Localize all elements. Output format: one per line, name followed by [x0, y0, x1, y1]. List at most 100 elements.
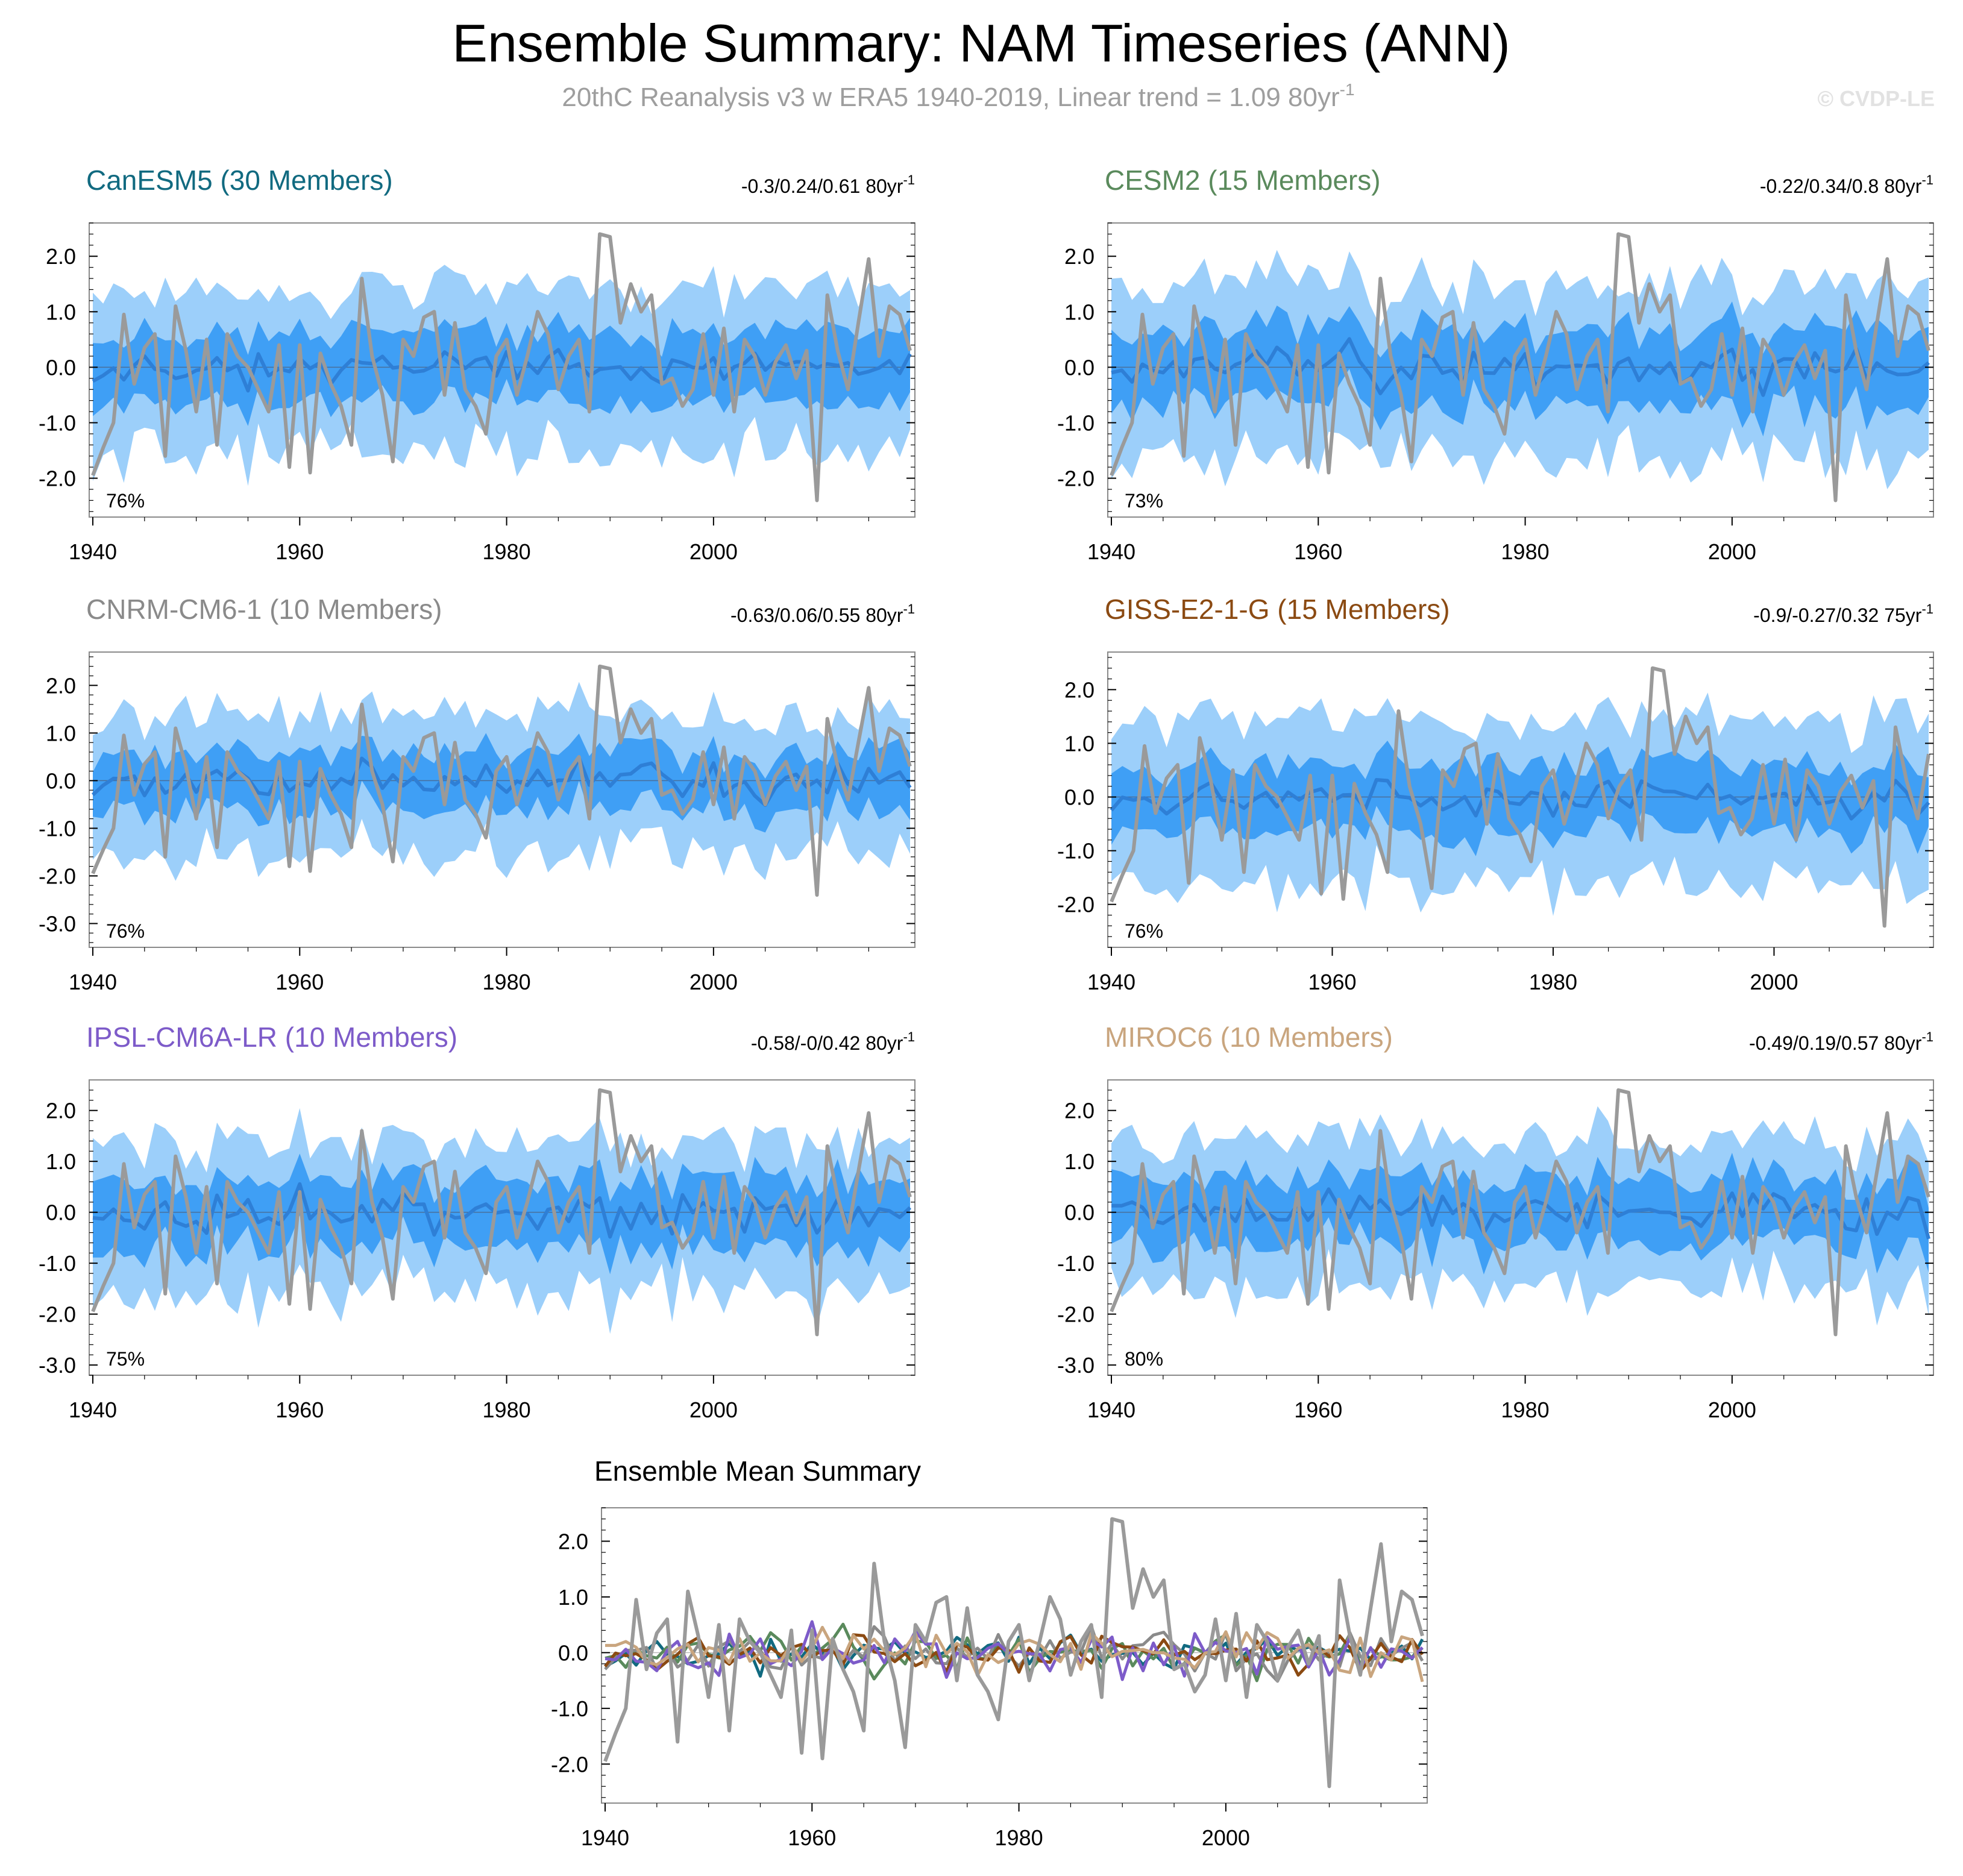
y-tick-label: -2.0	[39, 466, 76, 491]
y-tick-label: -1.0	[39, 1251, 76, 1276]
percent-label-canesm5: 76%	[106, 490, 145, 512]
trend-text: -0.63/0.06/0.55 80yr	[730, 604, 903, 626]
y-tick-label: 2.0	[1064, 1099, 1095, 1123]
trend-superscript: -1	[903, 1029, 915, 1044]
y-tick-label: 1.0	[1064, 300, 1095, 324]
trend-text: -0.49/0.19/0.57 80yr	[1749, 1032, 1922, 1054]
y-tick-label: -3.0	[39, 911, 76, 936]
x-tick-label: 1960	[1294, 1398, 1342, 1422]
x-tick-label: 1960	[275, 539, 324, 564]
y-tick-label: 2.0	[1064, 677, 1095, 702]
percent-label-miroc6: 80%	[1125, 1348, 1163, 1370]
y-tick-label: 0.0	[46, 355, 76, 380]
trend-text: -0.22/0.34/0.8 80yr	[1760, 175, 1922, 197]
x-tick-label: 1960	[1308, 970, 1356, 994]
x-tick-label: 2000	[1750, 970, 1798, 994]
panel-title-canesm5: CanESM5 (30 Members)	[86, 165, 393, 196]
data-layer	[1108, 232, 1933, 503]
panel-miroc6: MIROC6 (10 Members) -0.49/0.19/0.57 80yr-…	[1057, 1021, 1934, 1422]
x-tick-label: 1960	[275, 970, 324, 994]
panel-title-giss-e2-1-g: GISS-E2-1-G (15 Members)	[1105, 594, 1450, 625]
plot-frame	[1107, 222, 1934, 518]
panel-cnrm-cm6-1: CNRM-CM6-1 (10 Members) -0.63/0.06/0.55 8…	[39, 594, 916, 994]
data-layer	[1108, 666, 1933, 928]
x-tick-label: 1980	[1501, 1398, 1550, 1422]
y-tick-label: -2.0	[39, 1302, 76, 1327]
subtitle-superscript: -1	[1340, 80, 1355, 99]
y-tick-label: -1.0	[1057, 1251, 1095, 1276]
trend-text: -0.3/0.24/0.61 80yr	[741, 175, 903, 197]
x-tick-label: 1980	[483, 539, 531, 564]
data-layer	[89, 664, 915, 897]
x-tick-label: 1960	[788, 1825, 836, 1850]
y-tick-label: 2.0	[46, 1099, 76, 1123]
x-tick-label: 1980	[483, 1398, 531, 1422]
x-tick-label: 1940	[581, 1825, 629, 1850]
observations-line	[603, 1517, 1424, 1789]
y-tick-label: 2.0	[46, 673, 76, 698]
y-tick-label: -1.0	[39, 410, 76, 435]
y-tick-label: -2.0	[551, 1752, 588, 1777]
x-tick-label: 1940	[1087, 970, 1135, 994]
spread-band-inner	[1111, 301, 1929, 437]
y-tick-label: -2.0	[1057, 1302, 1095, 1327]
trend-text: -0.58/-0/0.42 80yr	[751, 1032, 903, 1054]
y-tick-label: 0.0	[1064, 1200, 1095, 1225]
x-tick-label: 1980	[1501, 539, 1550, 564]
panel-title-cesm2: CESM2 (15 Members)	[1105, 165, 1381, 196]
plot-frame	[601, 1507, 1428, 1804]
data-layer	[601, 1517, 1427, 1789]
y-tick-label: 0.0	[1064, 785, 1095, 810]
ensemble-mean-line	[91, 756, 912, 807]
y-tick-label: 1.0	[558, 1585, 588, 1610]
trend-superscript: -1	[1921, 172, 1933, 187]
y-tick-label: -2.0	[39, 864, 76, 888]
observations-line	[91, 664, 912, 897]
percent-label-giss-e2-1-g: 76%	[1125, 920, 1163, 942]
x-tick-label: 1960	[1294, 539, 1342, 564]
panel-cesm2: CESM2 (15 Members) -0.22/0.34/0.8 80yr-1 7…	[1057, 165, 1934, 564]
trend-label-canesm5: -0.3/0.24/0.61 80yr-1	[741, 172, 915, 197]
figure-title: Ensemble Summary: NAM Timeseries (ANN)	[452, 13, 1510, 73]
panel-ensemble-mean-summary: Ensemble Mean Summary -2.0 -1.0 0.0 1.0 2.0 19…	[551, 1455, 1428, 1850]
y-tick-label: -2.0	[1057, 893, 1095, 917]
percent-label-cesm2: 73%	[1125, 490, 1163, 512]
y-tick-label: 0.0	[46, 1200, 76, 1225]
observations-line	[1110, 1088, 1930, 1337]
trend-superscript: -1	[903, 172, 915, 187]
ensemble-mean-line	[1111, 337, 1930, 397]
spread-band-inner	[1111, 1152, 1929, 1275]
x-tick-label: 1980	[483, 970, 531, 994]
panel-title-ensemble-mean: Ensemble Mean Summary	[594, 1455, 921, 1487]
x-tick-label: 1940	[69, 539, 117, 564]
trend-label-cesm2: -0.22/0.34/0.8 80yr-1	[1760, 172, 1933, 197]
copyright-label: © CVDP-LE	[1817, 86, 1935, 111]
plot-frame	[1107, 1079, 1934, 1376]
x-tick-label: 2000	[1708, 539, 1756, 564]
x-tick-label: 1940	[1087, 539, 1135, 564]
observations-line	[91, 1088, 912, 1337]
y-tick-label: -3.0	[39, 1353, 76, 1378]
x-tick-label: 1940	[69, 970, 117, 994]
observations-line	[1110, 666, 1930, 928]
x-tick-label: 2000	[1202, 1825, 1250, 1850]
spread-band-inner	[93, 1153, 910, 1275]
data-layer	[1108, 1088, 1933, 1337]
y-tick-label: -1.0	[39, 816, 76, 841]
y-tick-label: -3.0	[1057, 1353, 1095, 1378]
y-tick-label: -1.0	[1057, 839, 1095, 864]
y-tick-label: -1.0	[551, 1696, 588, 1721]
spread-band-inner	[1111, 741, 1929, 856]
subtitle-text: 20thC Reanalysis v3 w ERA5 1940-2019, Li…	[562, 83, 1339, 112]
trend-label-cnrm-cm6-1: -0.63/0.06/0.55 80yr-1	[730, 601, 915, 626]
trend-label-miroc6: -0.49/0.19/0.57 80yr-1	[1749, 1029, 1933, 1054]
percent-label-ipsl-cm6a-lr: 75%	[106, 1348, 145, 1370]
x-tick-label: 2000	[1708, 1398, 1756, 1422]
y-tick-label: 2.0	[558, 1529, 588, 1554]
observations-line	[91, 232, 912, 503]
y-tick-label: 2.0	[1064, 244, 1095, 269]
y-tick-label: 1.0	[46, 300, 76, 324]
panel-canesm5: CanESM5 (30 Members) -0.3/0.24/0.61 80yr-…	[39, 165, 916, 564]
trend-label-ipsl-cm6a-lr: -0.58/-0/0.42 80yr-1	[751, 1029, 915, 1054]
